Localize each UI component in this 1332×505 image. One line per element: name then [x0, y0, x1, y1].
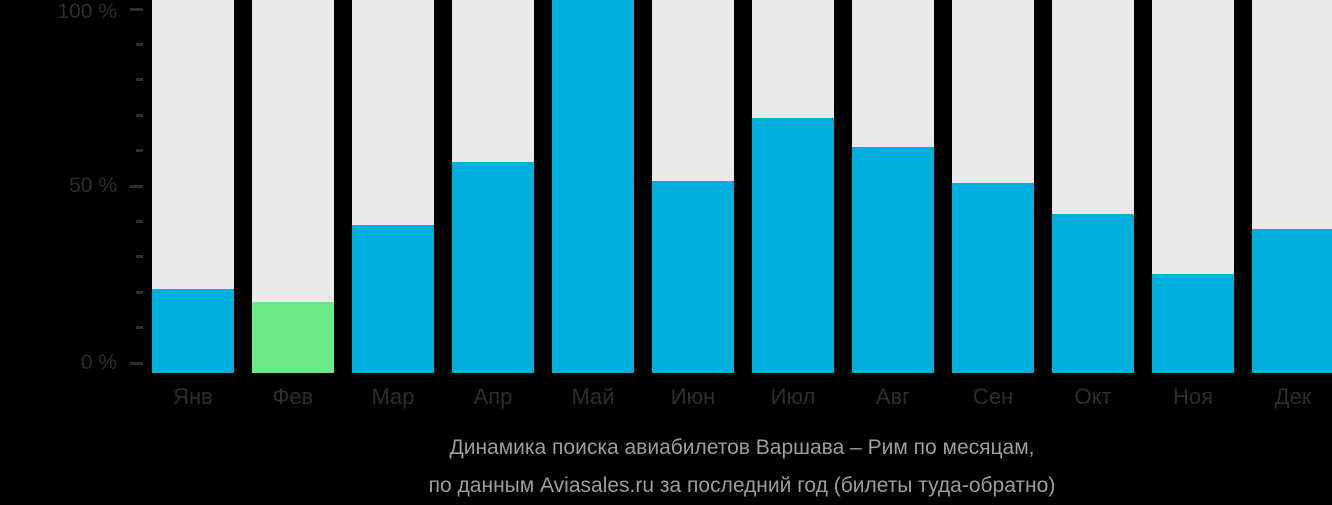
- bar-fill-7: [852, 147, 934, 373]
- bar-fill-6: [752, 117, 834, 373]
- y-minor-tick-90: [136, 42, 143, 46]
- bar-fill-9: [1052, 214, 1134, 373]
- month-label-3: Апр: [473, 384, 513, 409]
- bar-fill-4: [552, 0, 634, 373]
- bar-fill-3: [452, 162, 534, 373]
- y-minor-tick-60: [136, 149, 143, 153]
- month-label-10: Ноя: [1172, 384, 1214, 409]
- y-axis-label-100: 100 %: [57, 0, 117, 23]
- y-major-tick-50: [130, 184, 143, 188]
- month-label-4: Май: [571, 384, 615, 409]
- bar-track-1: [252, 0, 334, 373]
- bar-fill-10: [1152, 274, 1234, 373]
- bar-fill-1: [252, 302, 334, 373]
- bar-track-9: [1052, 0, 1134, 373]
- y-minor-tick-10: [136, 326, 143, 330]
- caption-line-1: Динамика поиска авиабилетов Варшава – Ри…: [449, 436, 1035, 459]
- bar-fill-8: [952, 182, 1034, 373]
- bar-fill-0: [152, 289, 234, 373]
- bar-track-10: [1152, 0, 1234, 373]
- bar-fill-11: [1252, 229, 1332, 373]
- bar-track-2: [352, 0, 434, 373]
- month-label-0: Янв: [173, 384, 213, 409]
- month-label-9: Окт: [1074, 384, 1112, 409]
- bar-track-7: [852, 0, 934, 373]
- y-axis-label-50: 50 %: [69, 174, 117, 197]
- y-major-tick-0: [130, 361, 143, 365]
- bar-fill-2: [352, 224, 434, 373]
- bar-fill-5: [652, 180, 734, 373]
- month-label-8: Сен: [972, 384, 1014, 409]
- month-label-1: Фев: [272, 384, 314, 409]
- bar-track-5: [652, 0, 734, 373]
- y-major-tick-100: [130, 7, 143, 11]
- month-label-6: Июл: [770, 384, 816, 409]
- caption-line-2: по данным Aviasales.ru за последний год …: [428, 474, 1056, 497]
- y-minor-tick-20: [136, 290, 143, 294]
- bar-track-8: [952, 0, 1034, 373]
- y-axis-label-0: 0 %: [80, 351, 117, 374]
- bar-track-0: [152, 0, 234, 373]
- month-label-5: Июн: [670, 384, 716, 409]
- month-label-2: Мар: [371, 384, 415, 409]
- bar-track-3: [452, 0, 534, 373]
- bar-track-6: [752, 0, 834, 373]
- month-label-11: Дек: [1274, 384, 1312, 409]
- bar-track-4: [552, 0, 634, 373]
- chart-caption: Динамика поиска авиабилетов Варшава – Ри…: [152, 429, 1332, 505]
- y-minor-tick-80: [136, 78, 143, 82]
- y-minor-tick-40: [136, 219, 143, 223]
- bar-track-11: [1252, 0, 1332, 373]
- month-label-7: Авг: [875, 384, 911, 409]
- y-minor-tick-70: [136, 113, 143, 117]
- y-minor-tick-30: [136, 255, 143, 259]
